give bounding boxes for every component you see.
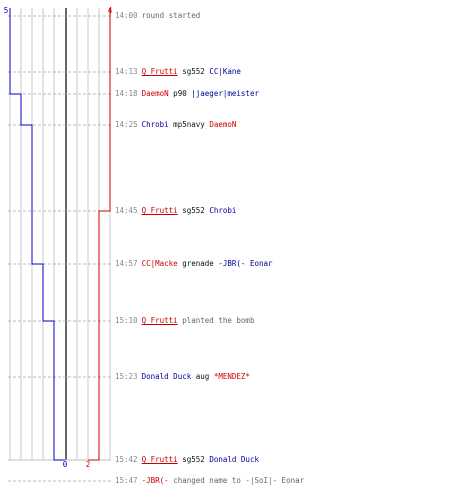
event-time: 14:00 — [115, 11, 138, 20]
event-fragment: *MENDEZ* — [213, 372, 250, 381]
event-time: 15:47 — [115, 476, 138, 485]
event-fragment: Q_Frutti — [141, 206, 178, 215]
event-fragment: p90 — [168, 89, 192, 98]
blue-start-count: 5 — [4, 6, 9, 15]
event-time: 14:45 — [115, 206, 138, 215]
event-row: 14:00 round started — [115, 11, 200, 20]
blue-team-alive-line — [9, 8, 65, 461]
event-fragment: changed name to -|SoI|- Eonar — [168, 476, 305, 485]
event-row: 15:10 Q_Frutti planted the bomb — [115, 316, 254, 325]
event-row: 14:45 Q_Frutti sg552 Chrobi — [115, 206, 236, 215]
event-row: 14:18 DaemoN p90 |jaeger|meister — [115, 89, 259, 98]
event-text: Q_Frutti sg552 CC|Kane — [142, 67, 241, 76]
event-row: 15:47 -JBR(- changed name to -|SoI|- Eona… — [115, 476, 304, 485]
event-text: Q_Frutti planted the bomb — [142, 316, 255, 325]
event-text: Chrobi mp5navy DaemoN — [142, 120, 237, 129]
event-fragment: -JBR(- Eonar — [218, 259, 273, 268]
grid-lines — [9, 8, 111, 461]
event-fragment: round started — [141, 11, 201, 20]
event-fragment: CC|Kane — [209, 67, 241, 76]
event-time: 15:42 — [115, 455, 138, 464]
event-fragment: Q_Frutti — [141, 316, 178, 325]
event-fragment: sg552 — [177, 455, 210, 464]
red-start-count: 4 — [108, 6, 113, 15]
red-end-count: 2 — [86, 460, 91, 469]
event-text: Q_Frutti sg552 Donald Duck — [142, 455, 259, 464]
event-row: 15:23 Donald Duck aug *MENDEZ* — [115, 372, 250, 381]
event-text: round started — [142, 11, 201, 20]
event-fragment: Chrobi — [141, 120, 169, 129]
event-fragment: Q_Frutti — [141, 67, 178, 76]
event-text: Donald Duck aug *MENDEZ* — [142, 372, 250, 381]
event-text: DaemoN p90 |jaeger|meister — [142, 89, 259, 98]
event-fragment: Q_Frutti — [141, 455, 178, 464]
event-fragment: |jaeger|meister — [191, 89, 259, 98]
event-time: 14:25 — [115, 120, 138, 129]
event-time: 14:18 — [115, 89, 138, 98]
event-fragment: -JBR(- — [141, 476, 169, 485]
event-fragment: grenade — [177, 259, 219, 268]
event-fragment: DaemoN — [209, 120, 237, 129]
event-fragment: Chrobi — [209, 206, 237, 215]
event-fragment: Donald Duck — [209, 455, 259, 464]
event-fragment: mp5navy — [168, 120, 210, 129]
event-row: 14:57 CC|Macke grenade -JBR(- Eonar — [115, 259, 273, 268]
event-fragment: planted the bomb — [177, 316, 255, 325]
event-fragment: CC|Macke — [141, 259, 178, 268]
event-time: 15:10 — [115, 316, 138, 325]
event-text: -JBR(- changed name to -|SoI|- Eonar — [142, 476, 305, 485]
event-fragment: sg552 — [177, 206, 210, 215]
event-fragment: sg552 — [177, 67, 210, 76]
event-dash-lines — [8, 15, 112, 482]
event-fragment: DaemoN — [141, 89, 169, 98]
red-team-alive-line — [88, 8, 111, 461]
event-time: 15:23 — [115, 372, 138, 381]
event-text: CC|Macke grenade -JBR(- Eonar — [142, 259, 273, 268]
event-fragment: Donald Duck — [141, 372, 192, 381]
blue-end-count: 0 — [63, 460, 68, 469]
event-time: 14:13 — [115, 67, 138, 76]
event-row: 14:25 Chrobi mp5navy DaemoN — [115, 120, 236, 129]
event-time: 14:57 — [115, 259, 138, 268]
event-row: 15:42 Q_Frutti sg552 Donald Duck — [115, 455, 259, 464]
event-text: Q_Frutti sg552 Chrobi — [142, 206, 237, 215]
event-fragment: aug — [191, 372, 214, 381]
event-row: 14:13 Q_Frutti sg552 CC|Kane — [115, 67, 241, 76]
